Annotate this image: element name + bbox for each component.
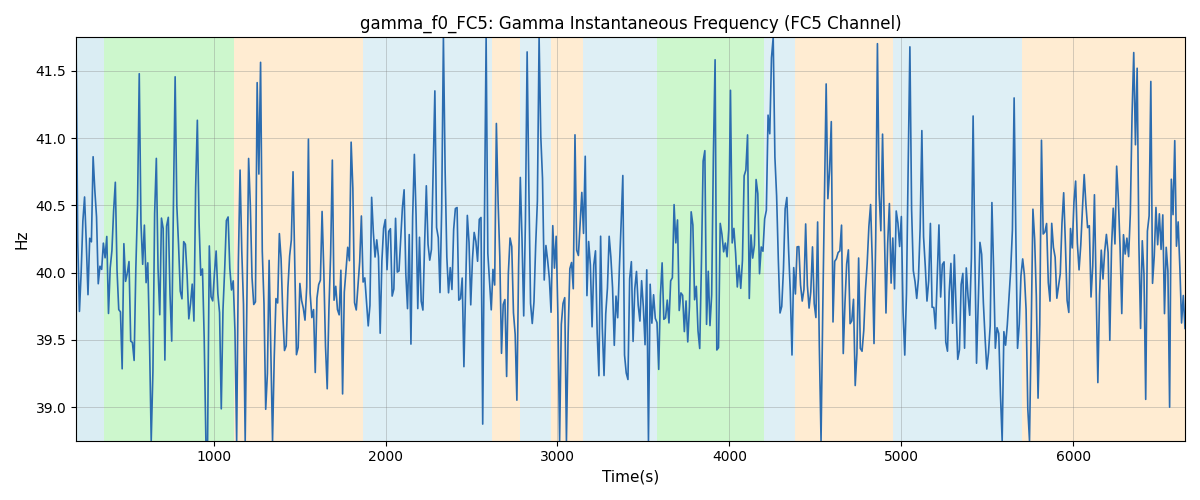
Bar xyxy=(1021,38,1056,440)
Bar xyxy=(551,38,583,440)
Y-axis label: Hz: Hz xyxy=(14,230,30,249)
X-axis label: Time(s): Time(s) xyxy=(602,470,659,485)
Bar xyxy=(583,38,658,440)
Bar xyxy=(76,38,103,440)
Bar xyxy=(686,38,763,440)
Title: gamma_f0_FC5: Gamma Instantaneous Frequency (FC5 Channel): gamma_f0_FC5: Gamma Instantaneous Freque… xyxy=(360,15,901,34)
Bar xyxy=(234,38,364,440)
Bar xyxy=(997,38,1021,440)
Bar xyxy=(364,38,492,440)
Bar xyxy=(763,38,794,440)
Bar xyxy=(103,38,234,440)
Bar xyxy=(893,38,997,440)
Bar xyxy=(492,38,520,440)
Bar xyxy=(520,38,551,440)
Bar xyxy=(658,38,686,440)
Bar xyxy=(794,38,893,440)
Bar xyxy=(1056,38,1186,440)
